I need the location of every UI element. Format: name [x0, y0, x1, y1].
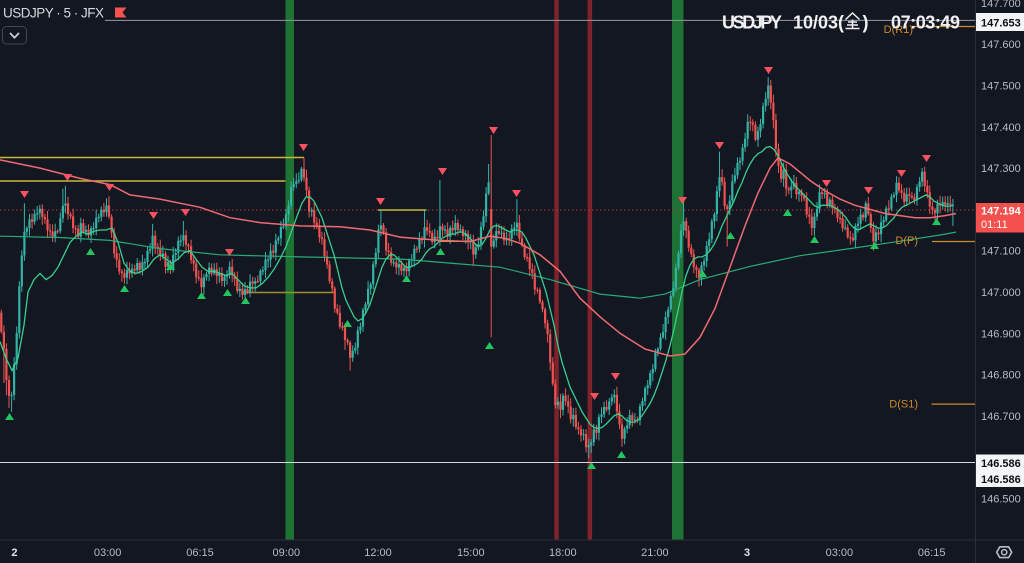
svg-text:147.400: 147.400	[981, 122, 1021, 134]
svg-text:09:00: 09:00	[273, 547, 301, 559]
svg-text:07:03:49: 07:03:49	[891, 13, 960, 33]
svg-text:147.600: 147.600	[981, 39, 1021, 51]
svg-text:2: 2	[11, 547, 17, 559]
svg-text:147.700: 147.700	[981, 0, 1021, 10]
svg-text:3: 3	[744, 547, 750, 559]
svg-text:18:00: 18:00	[549, 547, 577, 559]
svg-text:146.586: 146.586	[981, 474, 1021, 486]
svg-text:15:00: 15:00	[457, 547, 485, 559]
svg-text:147.500: 147.500	[981, 81, 1021, 93]
svg-text:D(R1): D(R1)	[884, 24, 913, 36]
svg-text:146.900: 146.900	[981, 328, 1021, 340]
svg-text:): )	[863, 13, 869, 33]
svg-text:147.100: 147.100	[981, 246, 1021, 258]
svg-text:146.500: 146.500	[981, 494, 1021, 506]
svg-text:147.194: 147.194	[981, 206, 1022, 218]
svg-text:USDJPY: USDJPY	[722, 13, 782, 33]
svg-text:D(P): D(P)	[895, 235, 918, 247]
svg-text:146.700: 146.700	[981, 411, 1021, 423]
svg-text:06:15: 06:15	[186, 547, 214, 559]
svg-text:146.800: 146.800	[981, 370, 1021, 382]
svg-text:03:00: 03:00	[826, 547, 854, 559]
svg-text:01:11: 01:11	[981, 219, 1008, 231]
svg-text:21:00: 21:00	[641, 547, 669, 559]
svg-text:146.586: 146.586	[981, 458, 1021, 470]
svg-text:06:15: 06:15	[918, 547, 946, 559]
svg-text:03:00: 03:00	[94, 547, 122, 559]
svg-text:D(S1): D(S1)	[889, 399, 918, 411]
svg-text:USDJPY · 5 · JFX: USDJPY · 5 · JFX	[3, 6, 104, 21]
svg-text:147.300: 147.300	[981, 163, 1021, 175]
svg-text:147.653: 147.653	[981, 18, 1021, 30]
svg-text:12:00: 12:00	[364, 547, 392, 559]
svg-text:147.000: 147.000	[981, 287, 1021, 299]
svg-text:10/03(: 10/03(	[793, 13, 844, 33]
